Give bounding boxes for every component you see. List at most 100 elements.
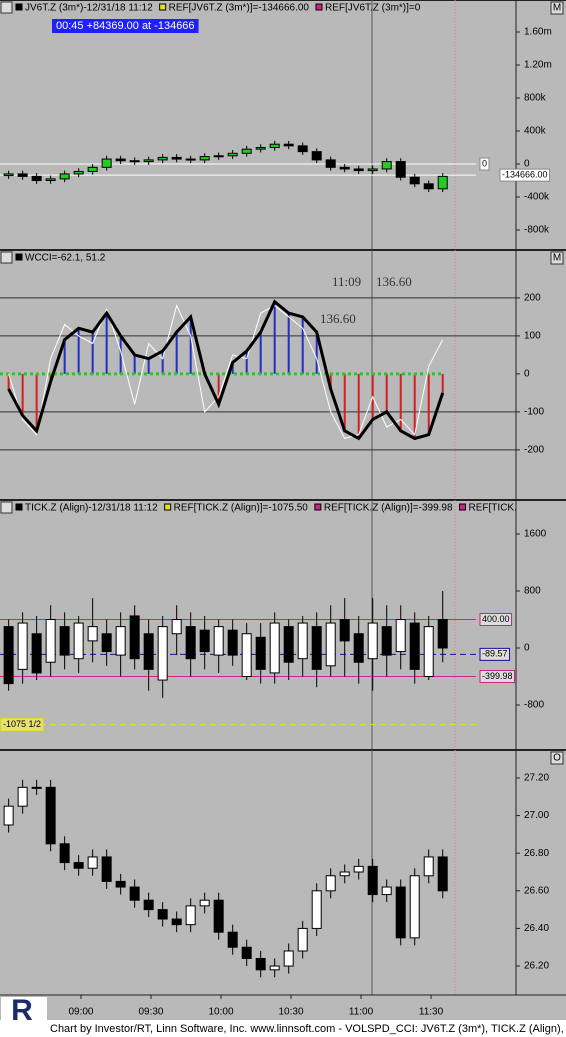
ref-label: -134666.00 (502, 170, 548, 180)
corner-box (550, 251, 564, 265)
candle-body (171, 618, 182, 635)
ref-label-box (479, 612, 513, 626)
candle-body (297, 622, 308, 660)
candle-body (423, 626, 434, 677)
candle-body (339, 166, 350, 170)
annotation: 11:09 (332, 274, 361, 289)
candle-body (87, 166, 98, 172)
header-text: REF[TICK.Z (Align)]=-1075.50 (174, 503, 309, 514)
y-tick-label: -400k (524, 192, 550, 203)
candle-body (395, 161, 406, 178)
candle-body (409, 176, 420, 185)
candle-body (129, 160, 140, 163)
candle-body (339, 618, 350, 642)
annotation: 136.60 (376, 274, 412, 289)
candle-body (269, 965, 280, 971)
legend-swatch (314, 503, 322, 511)
candle-body (31, 786, 42, 789)
logo-box (1, 997, 47, 1035)
x-tick-label: 09:30 (138, 1007, 163, 1018)
corner-label: O (553, 753, 561, 764)
candle-body (227, 152, 238, 157)
candle-body (101, 633, 112, 653)
candle-body (185, 158, 196, 161)
status-box (52, 19, 199, 33)
close-box (0, 501, 13, 514)
candle-body (143, 633, 154, 670)
legend-swatch (459, 503, 467, 511)
candle-body (143, 159, 154, 163)
y-tick-label: 26.80 (524, 848, 549, 859)
candle-body (87, 856, 98, 869)
candle-body (353, 168, 364, 172)
candle-body (101, 158, 112, 168)
header-text: WCCI=-62.1, 51.2 (25, 253, 106, 264)
candle-body (395, 886, 406, 939)
y-tick-label: 0 (524, 159, 530, 170)
candle-body (3, 805, 14, 826)
candle-body (255, 958, 266, 971)
candle-body (311, 890, 322, 929)
logo: R (11, 994, 33, 1027)
candle-body (101, 856, 112, 882)
x-tick-label: 11:30 (419, 1007, 444, 1018)
candle-body (213, 626, 224, 656)
candle-body (185, 905, 196, 926)
candle-body (241, 633, 252, 677)
close-box (0, 251, 13, 264)
legend-swatch (159, 3, 167, 11)
candle-body (3, 173, 14, 177)
candle-body (269, 143, 280, 149)
y-tick-label: 1.60m (524, 27, 552, 38)
candle-body (45, 178, 56, 182)
candle-body (45, 618, 56, 663)
y-tick-label: -800 (524, 700, 544, 711)
ref-label-box (479, 669, 516, 683)
candle-body (129, 615, 140, 660)
candle-body (297, 145, 308, 153)
y-tick-label: 800 (524, 586, 541, 597)
candle-body (17, 622, 28, 670)
candle-body (297, 927, 308, 952)
y-tick-label: 0 (524, 643, 530, 654)
candle-body (171, 918, 182, 926)
corner-box (550, 1, 564, 15)
y-tick-label: 100 (524, 331, 541, 342)
candle-body (73, 622, 84, 660)
corner-box (550, 751, 564, 765)
candle-body (423, 183, 434, 190)
candle-body (45, 786, 56, 845)
y-tick-label: -800k (524, 225, 550, 236)
candle-body (227, 629, 238, 656)
header-text: REF[JV6T.Z (3m*)]=-134666.00 (169, 3, 310, 14)
ref-label: -1075 1/2 (3, 719, 41, 729)
ref-label-box (479, 647, 511, 661)
candle-body (31, 633, 42, 674)
candle-body (59, 843, 70, 864)
status-text: 00:45 +84369.00 at -134666 (56, 20, 195, 32)
candle-body (171, 156, 182, 160)
candle-body (241, 946, 252, 960)
y-tick-label: 26.40 (524, 923, 549, 934)
candle-body (395, 618, 406, 653)
candle-body (73, 170, 84, 175)
candle-body (437, 856, 448, 892)
cci-line (7, 299, 445, 441)
candle-body (269, 622, 280, 674)
corner-label: M (553, 253, 561, 264)
corner-label: M (553, 3, 561, 14)
candle-body (283, 626, 294, 663)
x-tick-label: 10:00 (208, 1007, 233, 1018)
y-tick-label: 800k (524, 93, 547, 104)
candle-body (381, 161, 392, 170)
candle-body (227, 931, 238, 948)
candle-body (213, 155, 224, 158)
candle-body (353, 633, 364, 663)
x-tick-label: 10:30 (279, 1007, 304, 1018)
candle-body (311, 151, 322, 161)
y-tick-label: -200 (524, 444, 544, 455)
candle-body (213, 899, 224, 933)
footer-bar (0, 1020, 566, 1037)
